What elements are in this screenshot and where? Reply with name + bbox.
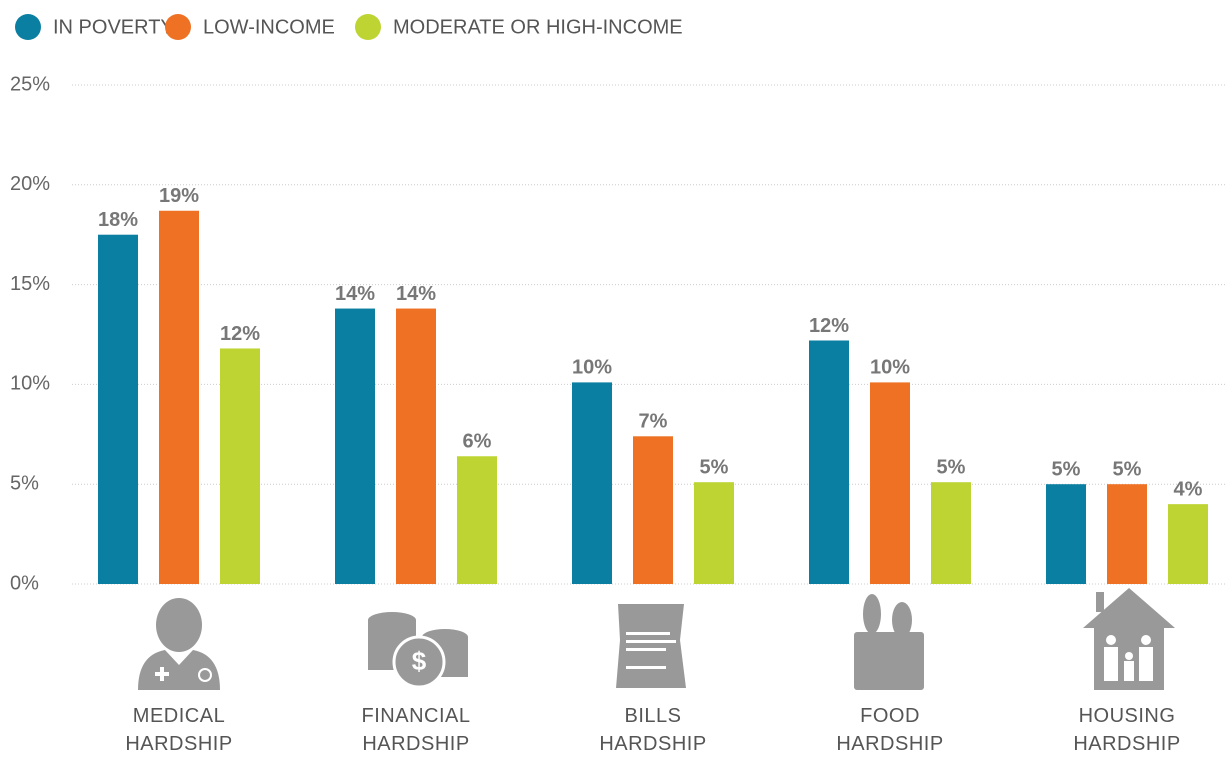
y-tick-label: 5%	[10, 472, 39, 494]
bar	[396, 308, 436, 584]
value-label: 12%	[220, 323, 260, 345]
bar	[809, 340, 849, 584]
legend-swatch	[165, 14, 191, 40]
bar	[870, 382, 910, 584]
value-label: 6%	[463, 431, 492, 453]
bar	[572, 382, 612, 584]
value-label: 4%	[1174, 478, 1203, 500]
bar	[633, 436, 673, 584]
bar	[1046, 484, 1086, 584]
bar	[159, 210, 199, 585]
x-tick-label: FINANCIAL HARDSHIP	[361, 705, 471, 755]
bar	[220, 348, 260, 584]
housing-icon	[1083, 588, 1175, 690]
value-label: 14%	[335, 283, 375, 305]
bills-icon	[616, 604, 686, 688]
svg-text:$: $	[412, 646, 427, 676]
bar	[931, 482, 971, 584]
x-tick-label: MEDICAL HARDSHIP	[125, 705, 233, 755]
legend-swatch	[15, 14, 41, 40]
value-label: 5%	[700, 456, 729, 478]
value-label: 10%	[572, 357, 612, 379]
value-label: 14%	[396, 283, 436, 305]
value-label: 12%	[809, 315, 849, 337]
medical-icon	[138, 598, 220, 690]
y-tick-label: 25%	[10, 73, 50, 95]
bar	[1168, 504, 1208, 584]
legend-label: LOW-INCOME	[203, 16, 335, 38]
legend-swatch	[355, 14, 381, 40]
legend-label: IN POVERTY	[53, 16, 174, 38]
x-tick-label: FOOD HARDSHIP	[836, 705, 944, 755]
bar	[457, 456, 497, 584]
bar	[1107, 484, 1147, 584]
y-tick-label: 20%	[10, 173, 50, 195]
value-label: 18%	[98, 209, 138, 231]
bar	[98, 234, 138, 584]
y-tick-label: 15%	[10, 273, 50, 295]
value-label: 5%	[1052, 458, 1081, 480]
value-label: 10%	[870, 357, 910, 379]
x-tick-label: BILLS HARDSHIP	[599, 705, 707, 755]
bar	[335, 308, 375, 584]
y-tick-label: 0%	[10, 572, 39, 594]
financial-icon: $	[368, 612, 468, 689]
value-label: 7%	[639, 411, 668, 433]
legend-label: MODERATE OR HIGH-INCOME	[393, 16, 683, 38]
x-tick-label: HOUSING HARDSHIP	[1073, 705, 1181, 755]
value-label: 5%	[1113, 458, 1142, 480]
y-tick-label: 10%	[10, 373, 50, 395]
value-label: 19%	[159, 185, 199, 207]
value-label: 5%	[937, 456, 966, 478]
icons: $	[138, 588, 1175, 690]
food-icon	[854, 594, 924, 690]
bar	[694, 482, 734, 584]
